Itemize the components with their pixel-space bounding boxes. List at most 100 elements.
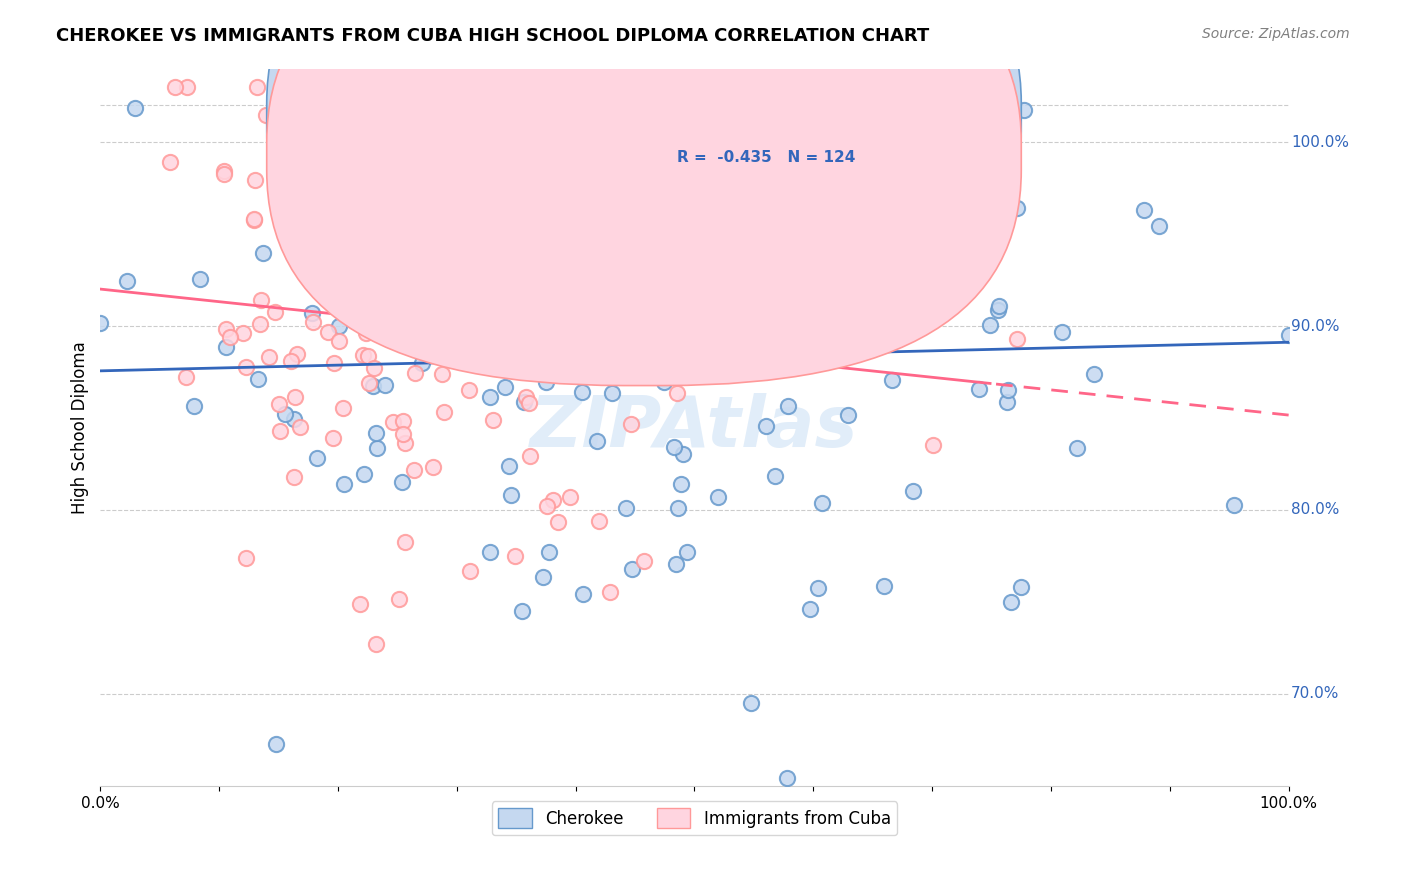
Point (377, 309, 399, 323)
Point (1278, 327, 1301, 342)
Point (458, 383, 481, 397)
Point (288, 419, 311, 434)
Point (273, 407, 295, 421)
Point (377, 325, 399, 339)
Point (880, 373, 903, 387)
Point (849, 261, 872, 276)
Point (547, 515, 569, 529)
Point (188, 272, 211, 286)
Point (443, 251, 465, 265)
Point (995, 395, 1018, 409)
Point (176, 79, 198, 94)
Point (354, 315, 377, 329)
Point (246, 79, 269, 94)
Point (873, 579, 896, 593)
Point (742, 278, 765, 293)
Point (361, 379, 384, 393)
Point (560, 490, 582, 504)
Y-axis label: High School Diploma: High School Diploma (72, 341, 89, 514)
Point (427, 347, 450, 361)
Point (501, 488, 523, 502)
Point (316, 325, 339, 339)
Point (807, 581, 830, 595)
Text: CHEROKEE VS IMMIGRANTS FROM CUBA HIGH SCHOOL DIPLOMA CORRELATION CHART: CHEROKEE VS IMMIGRANTS FROM CUBA HIGH SC… (56, 27, 929, 45)
Point (665, 558, 688, 572)
Point (332, 401, 354, 416)
Point (720, 302, 742, 317)
Point (560, 262, 582, 277)
Point (1147, 219, 1170, 233)
Point (671, 476, 693, 491)
Point (572, 586, 595, 600)
Point (599, 585, 621, 599)
Point (903, 483, 925, 498)
Point (232, 326, 254, 340)
Point (664, 440, 686, 454)
Point (283, 470, 305, 484)
Point (316, 98, 339, 112)
Point (322, 356, 344, 370)
Point (1000, 595, 1022, 609)
Point (433, 405, 456, 419)
Point (479, 545, 502, 559)
Point (479, 390, 502, 404)
Point (124, 101, 146, 115)
Point (212, 168, 235, 182)
Point (696, 268, 718, 282)
Point (242, 212, 264, 227)
Point (283, 412, 305, 426)
Point (700, 359, 723, 373)
Point (613, 235, 636, 249)
Point (418, 213, 440, 227)
Point (498, 207, 520, 221)
Point (394, 534, 416, 549)
Point (461, 173, 484, 187)
Point (353, 467, 375, 482)
FancyBboxPatch shape (599, 106, 967, 186)
Point (458, 173, 481, 187)
Point (790, 79, 813, 94)
Point (817, 228, 839, 243)
Point (848, 172, 870, 186)
Point (987, 303, 1010, 318)
Point (337, 222, 360, 236)
Point (678, 286, 700, 301)
Point (640, 220, 662, 235)
Text: 90.0%: 90.0% (1291, 318, 1340, 334)
Point (328, 319, 350, 334)
Point (361, 91, 384, 105)
Point (517, 396, 540, 410)
Text: R =  -0.435   N = 124: R = -0.435 N = 124 (676, 150, 855, 165)
Point (307, 277, 329, 291)
Point (690, 202, 713, 217)
Point (896, 79, 918, 94)
Point (531, 185, 554, 199)
Point (652, 375, 675, 389)
Point (515, 390, 537, 404)
Point (602, 385, 624, 400)
Point (1083, 367, 1105, 381)
Point (543, 352, 565, 367)
Point (301, 315, 323, 329)
Point (1005, 332, 1028, 346)
Point (349, 597, 371, 611)
Point (609, 254, 631, 268)
Point (582, 369, 605, 384)
Point (215, 340, 238, 354)
Point (322, 140, 344, 154)
Point (503, 126, 526, 140)
Point (841, 268, 863, 282)
Text: 80.0%: 80.0% (1291, 502, 1340, 517)
Point (536, 499, 558, 513)
Point (661, 353, 683, 368)
Point (672, 289, 695, 303)
Point (776, 771, 799, 785)
Point (1005, 201, 1028, 215)
Point (401, 301, 423, 316)
Point (780, 191, 803, 205)
Point (367, 274, 389, 288)
Point (357, 376, 380, 390)
Point (725, 168, 748, 182)
Point (831, 260, 853, 274)
Text: 100.0%: 100.0% (1291, 135, 1348, 150)
